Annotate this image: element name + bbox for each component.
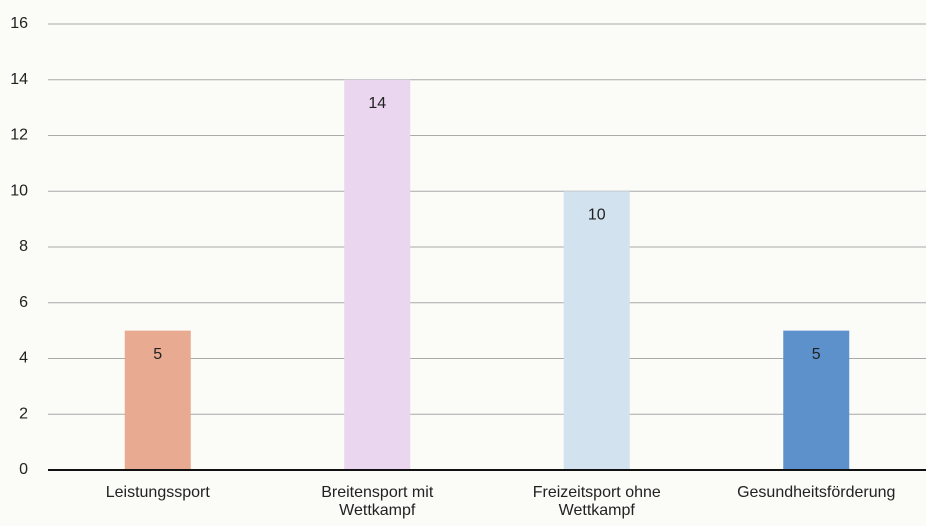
y-tick-label: 0: [19, 461, 28, 478]
data-label: 14: [368, 95, 386, 112]
y-tick-label: 4: [19, 350, 28, 367]
y-tick-label: 8: [19, 238, 28, 255]
bar: [124, 330, 191, 470]
y-tick-label: 12: [10, 127, 28, 144]
x-tick-label: Gesundheitsförderung: [737, 484, 896, 501]
data-label: 10: [588, 206, 606, 223]
data-label: 5: [812, 346, 821, 363]
y-tick-label: 16: [10, 15, 28, 32]
x-tick-label: Leistungssport: [105, 484, 210, 501]
bar: [344, 79, 411, 470]
bar: [563, 191, 630, 470]
data-label: 5: [153, 346, 162, 363]
y-tick-label: 6: [19, 294, 28, 311]
y-tick-label: 2: [19, 405, 28, 422]
y-tick-label: 14: [10, 71, 28, 88]
bar: [783, 330, 850, 470]
x-tick-label: Freizeitsport ohne Wettkampf: [532, 484, 661, 519]
y-tick-label: 10: [10, 182, 28, 199]
x-tick-label: Breitensport mit Wettkampf: [321, 484, 434, 519]
